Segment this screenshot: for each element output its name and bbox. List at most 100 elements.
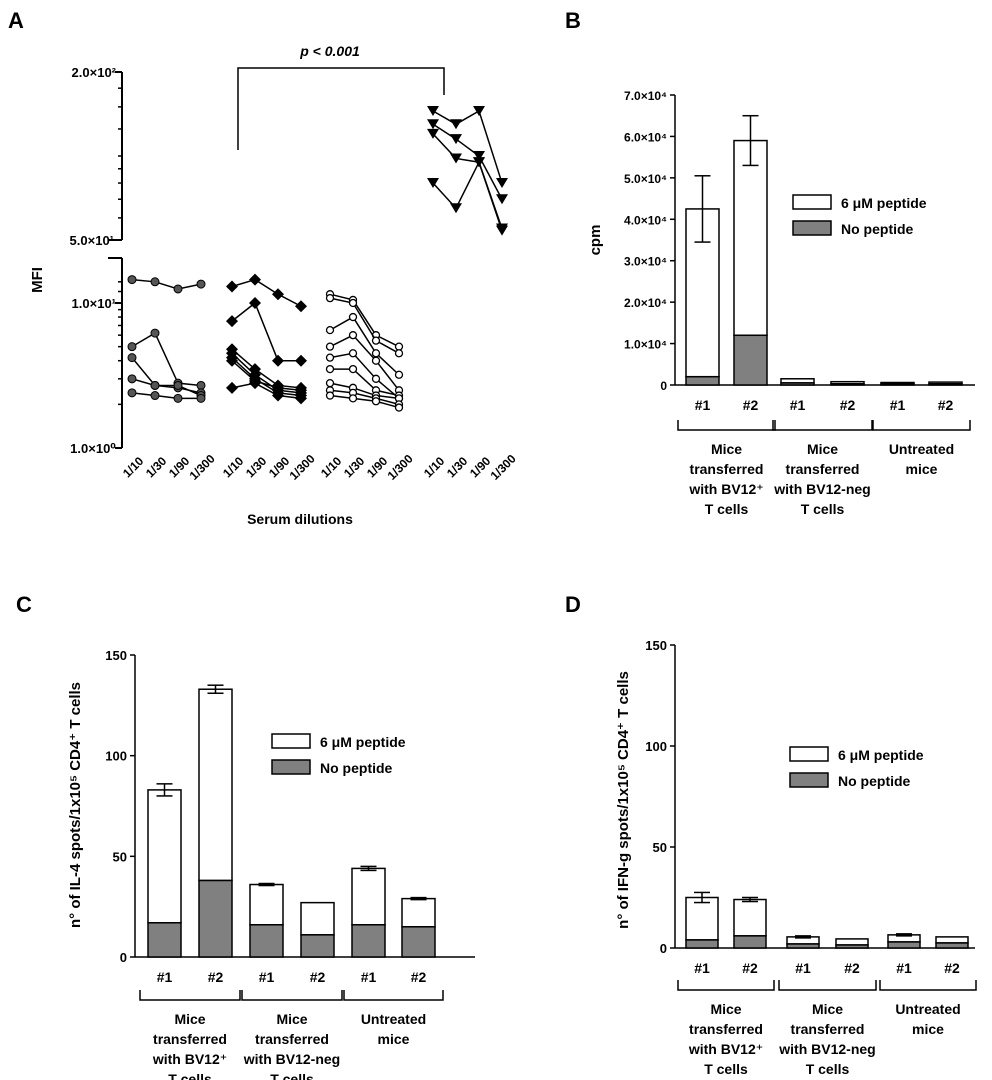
panel-a-point	[394, 370, 404, 379]
x-category-label: #1	[790, 397, 806, 413]
panel-a-x-tick-label: 1/30	[143, 454, 170, 481]
panel-a-point	[272, 389, 284, 402]
significance-annotation: p < 0.001	[299, 43, 360, 59]
panel-a-x-tick-label: 1/90	[266, 454, 293, 481]
panel-c: n° of IL-4 spots/1x10⁵ CD4⁺ T cells 0 50 1…	[67, 648, 475, 1080]
panel-a-point	[127, 275, 137, 285]
panel-a-point	[394, 349, 404, 358]
panel-a-series-line	[231, 360, 302, 392]
x-category-label: #1	[694, 960, 710, 976]
bar-peptide	[401, 897, 436, 928]
panel-a-point	[295, 354, 307, 367]
group-bracket	[241, 990, 343, 1001]
panel-a-x-tick-label: 1/30	[243, 454, 270, 481]
x-category-label: #2	[938, 397, 954, 413]
panel-a-point	[150, 277, 160, 287]
panel-label-a: A	[8, 8, 24, 33]
panel-a-point	[150, 380, 160, 390]
panel-a-point	[295, 300, 307, 313]
panel-a-point	[249, 374, 261, 387]
panel-a-point	[427, 119, 439, 130]
panel-a-series-line	[330, 368, 400, 397]
panel-a-y-tick-label: 2.0×10²	[72, 65, 117, 80]
bar-no-peptide	[685, 939, 719, 949]
panel-a-point	[272, 354, 284, 367]
panel-a-x-axis-title: Serum dilutions	[247, 511, 353, 527]
panel-a-series-line	[231, 301, 301, 362]
group-label: mice	[912, 1021, 944, 1037]
group-label: with BV12-neg	[773, 481, 870, 497]
panel-a-series-line	[131, 357, 202, 394]
panel-a-y-tick-label: 1.0×10¹	[72, 296, 116, 311]
bar-no-peptide	[928, 383, 963, 386]
y-tick-label: 100	[105, 749, 127, 764]
x-category-label: #1	[896, 960, 912, 976]
bar-no-peptide	[351, 924, 386, 958]
group-label: T cells	[801, 501, 845, 517]
x-category-label: #1	[695, 397, 711, 413]
panel-b-y-axis-title: cpm	[587, 225, 604, 256]
panel-b: cpm 0 1.0×10⁴ 2.0×10⁴ 3.0×10⁴ 4.0×10⁴ 5.0×10⁴…	[587, 89, 975, 517]
panel-a-series-line	[329, 334, 400, 391]
panel-a-point	[450, 203, 462, 214]
legend-swatch-peptide	[792, 194, 832, 210]
panel-a-x-tick-label: 1/10	[220, 454, 247, 481]
group-label: Mice	[711, 441, 742, 457]
panel-d: n° of IFN-g spots/1x10⁵ CD4⁺ T cells 0 50…	[615, 638, 977, 1077]
panel-a-point	[450, 134, 462, 145]
panel-a-series-line	[231, 352, 302, 394]
y-tick-label: 0	[660, 941, 667, 956]
panel-a-point	[473, 151, 485, 161]
bar-peptide	[351, 867, 386, 926]
panel-a-point	[348, 349, 358, 358]
group-label: with BV12⁺	[152, 1051, 227, 1067]
panel-a-point	[249, 297, 261, 309]
panel-a-x-tick-label: 1/300	[287, 451, 318, 482]
x-category-label: #1	[361, 969, 377, 985]
group-label: T cells	[806, 1061, 850, 1077]
y-tick-label: 100	[645, 739, 667, 754]
panel-a-point	[394, 403, 404, 412]
panel-a-x-tick-label: 1/300	[385, 451, 416, 482]
bar-no-peptide	[786, 943, 820, 949]
x-category-label: #2	[840, 397, 856, 413]
panel-a-series-line	[231, 357, 302, 397]
group-label: mice	[906, 461, 938, 477]
panel-a-point	[272, 288, 284, 301]
group-bracket	[772, 420, 873, 431]
panel-a-point	[325, 294, 335, 303]
panel-d-y-axis-title: n° of IFN-g spots/1x10⁵ CD4⁺ T cells	[615, 671, 632, 929]
panel-a-point	[348, 312, 358, 322]
panel-a-point	[226, 280, 238, 293]
panel-c-y-axis-title: n° of IL-4 spots/1x10⁵ CD4⁺ T cells	[67, 682, 84, 928]
panel-a-series-line	[329, 316, 400, 376]
panel-a-series-line	[329, 389, 400, 406]
panel-a-x-tick-label: 1/90	[166, 454, 193, 481]
panel-a-series-line	[131, 278, 202, 290]
bar-no-peptide	[198, 879, 233, 958]
panel-a-point	[427, 128, 439, 139]
panel-a-point	[450, 119, 462, 130]
panel-a-point	[295, 384, 307, 397]
y-tick-label: 50	[113, 849, 127, 864]
group-label: with BV12⁺	[688, 481, 763, 497]
panel-a-series-line	[231, 382, 302, 400]
panel-a-point	[127, 342, 137, 352]
panel-a-y-axis-title: MFI	[29, 267, 46, 293]
panel-a-x-tick-label: 1/10	[120, 454, 147, 481]
panel-a-point	[371, 374, 381, 383]
panel-a-point	[173, 284, 183, 294]
panel-a-point	[127, 374, 137, 384]
panel-a-point	[226, 354, 238, 367]
bar-no-peptide	[935, 942, 969, 949]
y-tick-label: 150	[645, 638, 667, 653]
legend-label-no-peptide: No peptide	[841, 221, 914, 237]
panel-a-x-tick-label: 1/300	[488, 451, 519, 482]
bar-peptide	[198, 688, 233, 882]
legend-swatch-no-peptide	[792, 220, 832, 236]
panel-a-point	[450, 153, 462, 164]
legend-label-peptide: 6 μM peptide	[838, 747, 924, 763]
bar-no-peptide	[733, 935, 767, 949]
legend-swatch-peptide	[789, 746, 829, 762]
y-tick-label: 4.0×10⁴	[624, 213, 667, 227]
